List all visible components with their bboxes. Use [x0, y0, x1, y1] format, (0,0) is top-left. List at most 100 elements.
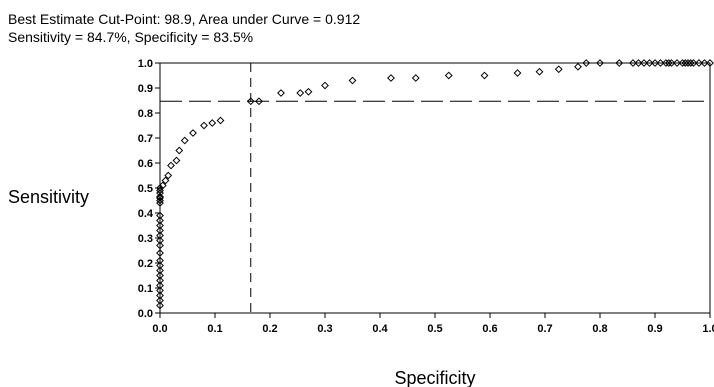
data-point-diamond [689, 59, 698, 67]
data-point-diamond [321, 81, 329, 90]
data-point-diamond [277, 89, 285, 97]
data-point-diamond [172, 156, 181, 165]
data-point-diamond [156, 231, 164, 240]
data-point-diamond [662, 59, 670, 67]
data-point-diamond [156, 192, 164, 201]
plot-frame [159, 62, 711, 314]
data-point-diamond [554, 65, 563, 74]
y-tick-label: 0.1 [138, 283, 153, 295]
y-tick-label: 0.3 [138, 233, 153, 245]
y-tick-label: 0.2 [138, 258, 153, 270]
data-point-diamond [695, 59, 703, 67]
data-points [156, 59, 714, 310]
data-point-diamond [156, 216, 164, 225]
data-point-diamond [156, 221, 164, 230]
y-axis-ticks: 0.0 0.1 0.2 0.3 0.4 0.5 0.6 0.7 0.8 0.9 1.0 [138, 58, 160, 320]
data-point-diamond [615, 59, 624, 67]
data-point-diamond [175, 146, 184, 155]
data-point-diamond [634, 59, 643, 67]
data-point-diamond [348, 76, 357, 85]
data-point-diamond [651, 59, 659, 67]
data-point-diamond [706, 59, 714, 67]
data-point-diamond [664, 59, 673, 67]
x-tick-label: 0.2 [262, 323, 277, 335]
data-point-diamond [656, 59, 665, 67]
x-tick-label: 0.0 [152, 323, 167, 335]
data-point-diamond [640, 59, 648, 67]
y-tick-label: 0.7 [138, 133, 153, 145]
x-tick-label: 0.3 [317, 323, 332, 335]
data-point-diamond [200, 121, 208, 130]
chart-title-block: Best Estimate Cut-Point: 98.9, Area unde… [8, 10, 360, 46]
data-point-diamond [156, 249, 164, 257]
data-point-diamond [681, 59, 690, 67]
data-point-diamond [156, 236, 164, 245]
data-point-diamond [156, 226, 164, 235]
data-point-diamond [684, 59, 692, 67]
data-point-diamond [156, 301, 164, 310]
data-point-diamond [444, 71, 453, 80]
y-tick-label: 0.0 [138, 308, 153, 320]
x-tick-label: 0.5 [427, 323, 442, 335]
x-tick-label: 1.0 [702, 323, 714, 335]
data-point-diamond [156, 261, 164, 270]
data-point-diamond [156, 296, 164, 305]
data-point-diamond [255, 97, 263, 106]
data-point-diamond [161, 176, 170, 185]
data-point-diamond [629, 59, 637, 67]
data-point-diamond [596, 59, 604, 67]
data-point-diamond [246, 97, 255, 106]
data-point-diamond [189, 129, 197, 137]
data-point-diamond [304, 87, 313, 96]
data-point-diamond [673, 59, 681, 67]
x-tick-label: 0.8 [592, 323, 607, 335]
data-point-diamond [678, 59, 687, 67]
x-axis-ticks: 0.0 0.1 0.2 0.3 0.4 0.5 0.6 0.7 0.8 0.9 1.0 [152, 313, 714, 335]
x-tick-label: 0.6 [482, 323, 497, 335]
data-point-diamond [156, 241, 164, 250]
x-tick-label: 0.7 [537, 323, 552, 335]
data-point-diamond [208, 119, 217, 127]
y-tick-label: 0.8 [138, 108, 153, 120]
data-point-diamond [156, 194, 164, 202]
data-point-diamond [156, 211, 164, 220]
data-point-diamond [156, 281, 164, 290]
x-tick-label: 0.1 [207, 323, 222, 335]
reference-lines [160, 63, 710, 313]
data-point-diamond [156, 291, 164, 300]
data-point-diamond [296, 89, 305, 97]
data-point-diamond [156, 286, 164, 295]
chart-subtitle: Sensitivity = 84.7%, Specificity = 83.5% [8, 29, 254, 45]
x-axis-label: Specificity [394, 368, 475, 387]
data-point-diamond [156, 271, 164, 280]
data-point-diamond [216, 116, 225, 125]
data-point-diamond [686, 59, 695, 67]
y-axis-label: Sensitivity [8, 187, 89, 207]
y-tick-label: 1.0 [138, 58, 153, 70]
data-point-diamond [535, 67, 544, 76]
data-point-diamond [411, 74, 420, 82]
x-tick-label: 0.9 [647, 323, 662, 335]
y-tick-label: 0.4 [138, 208, 154, 220]
data-point-diamond [387, 74, 395, 82]
data-point-diamond [582, 59, 591, 67]
data-point-diamond [574, 62, 582, 71]
data-point-diamond [156, 266, 164, 275]
data-point-diamond [645, 59, 654, 67]
chart-title: Best Estimate Cut-Point: 98.9, Area unde… [8, 11, 361, 27]
y-tick-label: 0.5 [138, 183, 153, 195]
data-point-diamond [158, 181, 167, 190]
data-point-diamond [180, 136, 189, 145]
data-point-diamond [513, 69, 522, 77]
x-tick-label: 0.4 [372, 323, 388, 335]
data-point-diamond [164, 171, 173, 180]
y-tick-label: 0.6 [138, 158, 153, 170]
data-point-diamond [667, 59, 676, 67]
data-point-diamond [480, 71, 489, 80]
data-point-diamond [156, 276, 164, 285]
y-tick-label: 0.9 [138, 83, 153, 95]
data-point-diamond [700, 59, 709, 67]
data-point-diamond [167, 161, 175, 170]
data-point-diamond [156, 184, 164, 192]
